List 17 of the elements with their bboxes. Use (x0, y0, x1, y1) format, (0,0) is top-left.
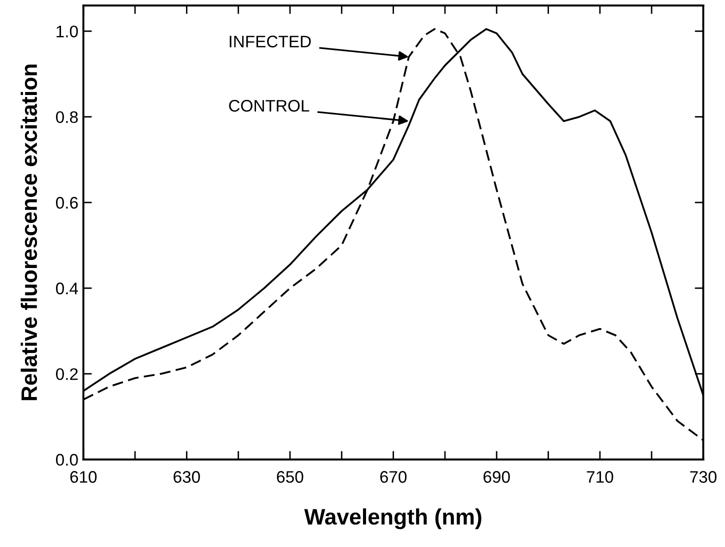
y-tick-label: 0.0 (56, 454, 78, 466)
y-tick-label: 0.4 (56, 282, 78, 294)
x-tick-label: 730 (690, 471, 717, 483)
y-tick-label: 0.2 (56, 368, 78, 380)
x-tick-label: 710 (586, 471, 614, 483)
x-tick-label: 610 (70, 471, 97, 483)
y-tick-label: 0.6 (56, 196, 78, 209)
x-tick-label: 650 (276, 471, 304, 483)
x-tick-label: 690 (484, 471, 510, 483)
x-axis-title: Wavelength (nm) (304, 508, 482, 530)
y-tick-label: 0.8 (56, 111, 78, 124)
y-tick-label: 1.0 (56, 26, 78, 38)
annotation: CONTROL (229, 100, 310, 112)
y-axis-title: Relative fluorescence excitation (20, 64, 38, 400)
annotation: INFECTED (230, 36, 311, 48)
x-tick-label: 670 (380, 471, 407, 483)
x-tick-label: 630 (174, 471, 200, 483)
